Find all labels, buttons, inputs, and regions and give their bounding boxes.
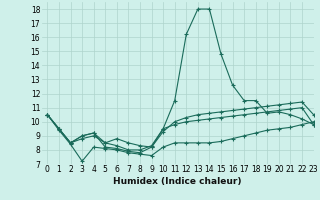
X-axis label: Humidex (Indice chaleur): Humidex (Indice chaleur) (113, 177, 242, 186)
